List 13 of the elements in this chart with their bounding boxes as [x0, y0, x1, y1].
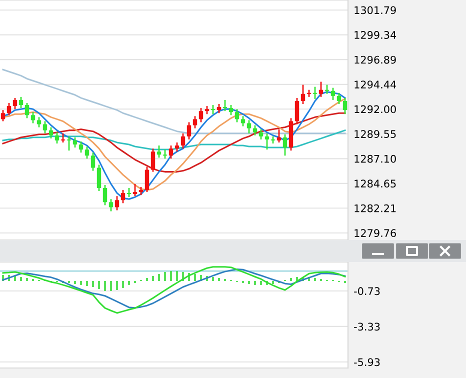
y-tick-label: -0.73 — [354, 287, 380, 296]
y-tick-label: 1296.89 — [354, 56, 396, 64]
y-tick-label: 1287.10 — [354, 154, 396, 163]
y-tick-label: -3.33 — [354, 322, 380, 331]
y-tick-label: 1279.76 — [354, 229, 396, 238]
y-tick-label: 1282.21 — [354, 204, 396, 212]
y-tick-label: 1292.00 — [354, 105, 396, 114]
y-tick-label: 1289.55 — [354, 130, 396, 138]
y-tick-label: 1294.44 — [354, 80, 396, 88]
y-tick-label: 1301.79 — [354, 6, 396, 14]
y-tick-label: 1284.65 — [354, 180, 396, 188]
y-tick-label: -5.93 — [354, 358, 380, 366]
y-tick-label: 1299.34 — [354, 31, 396, 39]
